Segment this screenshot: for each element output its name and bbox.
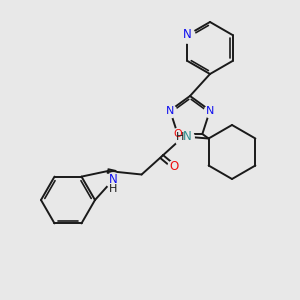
Text: H: H [109,184,117,194]
Text: O: O [169,160,178,173]
Text: N: N [206,106,214,116]
Text: N: N [183,28,192,41]
Text: H: H [176,131,184,142]
Text: N: N [166,106,174,116]
Text: N: N [109,173,117,186]
Text: O: O [173,129,182,139]
Text: N: N [183,130,192,143]
